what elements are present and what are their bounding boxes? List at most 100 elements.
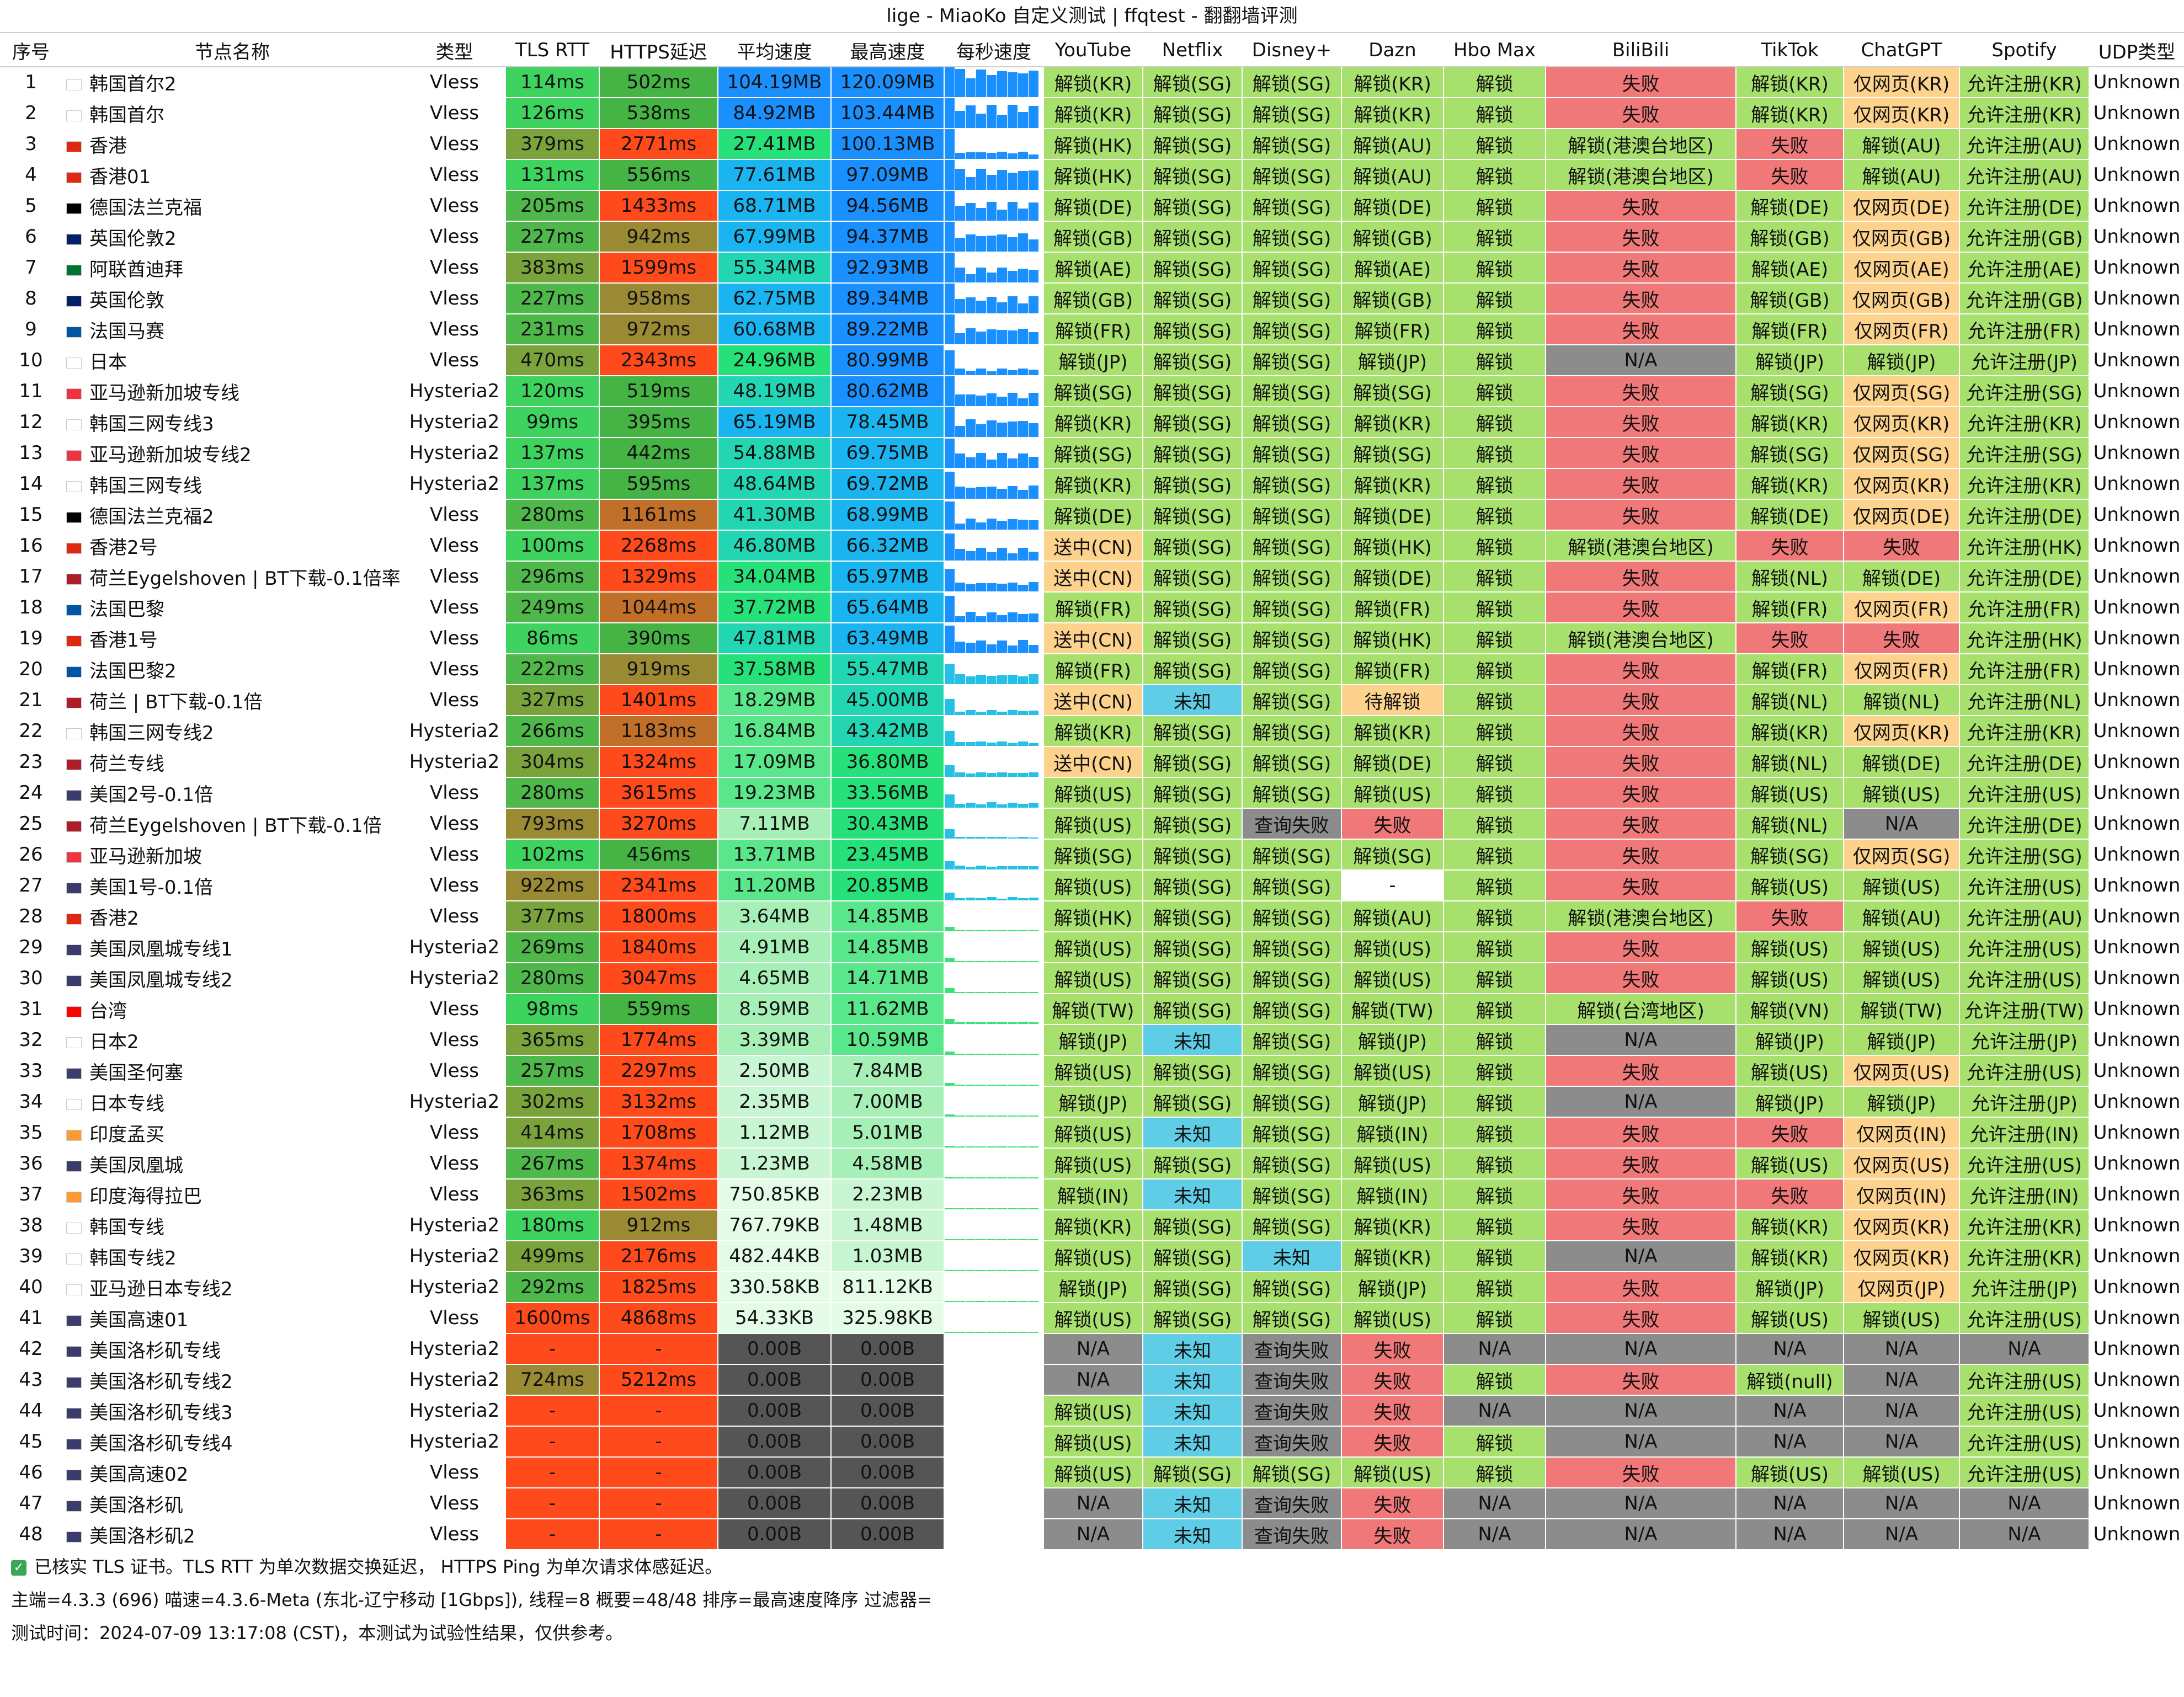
speed-bar (955, 69, 965, 97)
table-row[interactable]: 34 日本专线 Hysteria2 302ms 3132ms 2.35MB 7.00MB 解锁… (0, 1086, 2184, 1118)
flag-sg-icon (66, 450, 82, 461)
table-row[interactable]: 43 美国洛杉矶专线2 Hysteria2 724ms 5212ms 0.00B 0.00B… (0, 1364, 2184, 1396)
speed-bar (1008, 1208, 1018, 1209)
table-row[interactable]: 25 荷兰Eygelshoven | BT下载-0.1倍 Vless 793ms 327… (0, 808, 2184, 840)
youtube-status-text: 解锁(JP) (1058, 351, 1128, 373)
speed-bar (1018, 741, 1028, 745)
table-row[interactable]: 10 日本 Vless 470ms 2343ms 24.96MB 80.99MB 解锁(JP)… (0, 344, 2184, 376)
table-row[interactable]: 27 美国1号-0.1倍 Vless 922ms 2341ms 11.20MB 20.85M… (0, 869, 2184, 901)
column-header[interactable]: 序号 (0, 33, 62, 67)
table-row[interactable]: 22 韩国三网专线2 Hysteria2 266ms 1183ms 16.84MB 43.4… (0, 715, 2184, 747)
udp-type: Unknown (2089, 1024, 2184, 1056)
avg-speed: 24.96MB (717, 344, 832, 376)
table-row[interactable]: 4 香港01 Vless 131ms 556ms 77.61MB 97.09MB 解锁(HK)… (0, 159, 2184, 191)
table-row[interactable]: 32 日本2 Vless 365ms 1774ms 3.39MB 10.59MB 解锁(JP)… (0, 1024, 2184, 1056)
speed-bar (1008, 393, 1018, 405)
table-row[interactable]: 2 韩国首尔 Vless 126ms 538ms 84.92MB 103.44MB 解锁(KR… (0, 97, 2184, 129)
disney-status-text: 查询失败 (1254, 1401, 1329, 1424)
table-row[interactable]: 8 英国伦敦 Vless 227ms 958ms 62.75MB 89.34MB 解锁(GB)… (0, 282, 2184, 314)
column-header[interactable]: 最高速度 (830, 33, 945, 67)
table-row[interactable]: 16 香港2号 Vless 100ms 2268ms 46.80MB 66.32MB 送中(C… (0, 530, 2184, 562)
table-row[interactable]: 47 美国洛杉矶 Vless - -0.00B 0.00B N/A 未知 查询失败 失败 N/A N/… (0, 1487, 2184, 1519)
table-row[interactable]: 31 台湾 Vless 98ms 559ms 8.59MB 11.62MB 解锁(TW) 解锁(… (0, 993, 2184, 1025)
table-row[interactable]: 15 德国法兰克福2 Vless 280ms 1161ms 41.30MB 68.99MB 解… (0, 499, 2184, 531)
table-row[interactable]: 13 亚马逊新加坡专线2 Hysteria2 137ms 442ms 54.88MB 69.… (0, 437, 2184, 469)
node-name: 法国巴黎2 (61, 653, 404, 685)
tls-rtt-text: 499ms (520, 1245, 584, 1267)
speed-bar (1018, 520, 1028, 529)
tiktok-status-text: 解锁(JP) (1755, 1278, 1825, 1300)
table-row[interactable]: 40 亚马逊日本专线2 Hysteria2 292ms 1825ms 330.58KB 81… (0, 1271, 2184, 1303)
speed-bar (1008, 370, 1018, 375)
table-row[interactable]: 48 美国洛杉矶2 Vless - -0.00B 0.00B N/A 未知 查询失败 失败 N/A N… (0, 1518, 2184, 1550)
column-header[interactable]: 每秒速度 (944, 33, 1044, 67)
table-row[interactable]: 36 美国凤凰城 Vless 267ms 1374ms 1.23MB 4.58MB 解锁(US… (0, 1148, 2184, 1180)
table-row[interactable]: 3 香港 Vless 379ms 2771ms 27.41MB 100.13MB 解锁(HK)… (0, 128, 2184, 160)
column-header[interactable]: Netflix (1142, 33, 1243, 67)
column-header[interactable]: Hbo Max (1443, 33, 1546, 67)
speed-bar (997, 899, 1007, 900)
table-row[interactable]: 26 亚马逊新加坡 Vless 102ms 456ms 13.71MB 23.45MB 解锁(… (0, 839, 2184, 871)
table-row[interactable]: 9 法国马赛 Vless 231ms 972ms 60.68MB 89.22MB 解锁(FR)… (0, 313, 2184, 345)
table-row[interactable]: 37 印度海得拉巴 Vless 363ms 1502ms 750.85KB 2.23MB 解锁… (0, 1178, 2184, 1210)
column-header[interactable]: TikTok (1735, 33, 1844, 67)
table-row[interactable]: 19 香港1号 Vless 86ms 390ms 47.81MB 63.49MB 送中(CN)… (0, 622, 2184, 654)
table-row[interactable]: 24 美国2号-0.1倍 Vless 280ms 3615ms 19.23MB 33.56M… (0, 777, 2184, 809)
column-header[interactable]: 平均速度 (717, 33, 832, 67)
table-row[interactable]: 29 美国凤凰城专线1 Hysteria2 269ms 1840ms 4.91MB 14.8… (0, 931, 2184, 963)
table-row[interactable]: 21 荷兰 | BT下载-0.1倍 Vless 327ms 1401ms 18.29MB 4… (0, 684, 2184, 716)
hbomax-status-text: 解锁 (1475, 814, 1514, 837)
table-row[interactable]: 17 荷兰Eygelshoven | BT下载-0.1倍率 Vless 296ms 13… (0, 561, 2184, 593)
node-type: Vless (403, 252, 506, 284)
node-type: Vless (403, 808, 506, 840)
column-header[interactable]: ChatGPT (1843, 33, 1960, 67)
chatgpt-status: 解锁(AU) (1843, 900, 1960, 932)
table-row[interactable]: 23 荷兰专线 Hysteria2 304ms 1324ms 17.09MB 36.80MB… (0, 746, 2184, 778)
table-row[interactable]: 7 阿联酋迪拜 Vless 383ms 1599ms 55.34MB 92.93MB 解锁(A… (0, 252, 2184, 284)
column-header[interactable]: YouTube (1043, 33, 1143, 67)
table-row[interactable]: 41 美国高速01 Vless 1600ms 4868ms 54.33KB 325.98KB… (0, 1302, 2184, 1334)
chatgpt-status: 仅网页(SG) (1843, 437, 1960, 469)
speed-bar (966, 1270, 976, 1271)
table-row[interactable]: 45 美国洛杉矶专线4 Hysteria2- -0.00B 0.00B 解锁(US) 未知查… (0, 1426, 2184, 1458)
speed-bar (1008, 743, 1018, 745)
hbomax-status-text: 解锁 (1475, 783, 1514, 806)
disney-status-text: 解锁(SG) (1252, 1309, 1331, 1331)
hbomax-status-text: 解锁 (1475, 1309, 1514, 1331)
table-row[interactable]: 20 法国巴黎2 Vless 222ms 919ms 37.58MB 55.47MB 解锁(F… (0, 653, 2184, 685)
column-header[interactable]: 类型 (403, 33, 506, 67)
tls-rtt: 227ms (505, 221, 600, 253)
table-row[interactable]: 38 韩国专线 Hysteria2 180ms 912ms 767.79KB 1.48MB 解… (0, 1209, 2184, 1241)
column-header[interactable]: Dazn (1341, 33, 1444, 67)
table-row[interactable]: 11 亚马逊新加坡专线 Hysteria2 120ms 519ms 48.19MB 80.6… (0, 375, 2184, 407)
speed-bar (966, 584, 976, 591)
table-row[interactable]: 1 韩国首尔2 Vless 114ms 502ms 104.19MB 120.09MB 解锁(… (0, 66, 2184, 98)
table-row[interactable]: 46 美国高速02 Vless - -0.00B 0.00B 解锁(US) 解锁(SG) 解锁(… (0, 1456, 2184, 1488)
udp-type: Unknown (2089, 313, 2184, 345)
column-header[interactable]: UDP类型 (2089, 33, 2184, 67)
table-row[interactable]: 14 韩国三网专线 Hysteria2 137ms 595ms 48.64MB 69.72M… (0, 468, 2184, 500)
table-row[interactable]: 33 美国圣何塞 Vless 257ms 2297ms 2.50MB 7.84MB 解锁(US… (0, 1055, 2184, 1087)
column-header[interactable]: BiliBili (1545, 33, 1736, 67)
table-row[interactable]: 44 美国洛杉矶专线3 Hysteria2- -0.00B 0.00B 解锁(US) 未知查… (0, 1395, 2184, 1427)
table-row[interactable]: 35 印度孟买 Vless 414ms 1708ms 1.12MB 5.01MB 解锁(US)… (0, 1117, 2184, 1149)
table-row[interactable]: 18 法国巴黎 Vless 249ms 1044ms 37.72MB 65.64MB 解锁(F… (0, 591, 2184, 623)
column-header[interactable]: Spotify (1959, 33, 2090, 67)
table-row[interactable]: 30 美国凤凰城专线2 Hysteria2 280ms 3047ms 4.65MB 14.7… (0, 962, 2184, 994)
speed-bar (1008, 1239, 1018, 1240)
column-header[interactable]: TLS RTT (505, 33, 600, 67)
table-row[interactable]: 5 德国法兰克福 Vless 205ms 1433ms 68.71MB 94.56MB 解锁(… (0, 190, 2184, 222)
youtube-status: 解锁(US) (1043, 1426, 1143, 1458)
speed-bar (997, 1085, 1007, 1086)
row-index-text: 36 (19, 1152, 43, 1175)
tiktok-status-text: 解锁(NL) (1751, 567, 1828, 590)
table-row[interactable]: 39 韩国专线2 Hysteria2 499ms 2176ms 482.44KB 1.03M… (0, 1240, 2184, 1272)
column-header[interactable]: HTTPS延迟 (599, 33, 718, 67)
speed-bar (945, 472, 955, 498)
table-row[interactable]: 28 香港2 Vless 377ms 1800ms 3.64MB 14.85MB 解锁(HK)… (0, 900, 2184, 932)
table-row[interactable]: 12 韩国三网专线3 Hysteria2 99ms 395ms 65.19MB 78.45M… (0, 406, 2184, 438)
column-header[interactable]: Disney+ (1242, 33, 1342, 67)
table-row[interactable]: 42 美国洛杉矶专线 Hysteria2- -0.00B 0.00B N/A 未知 查询失败失… (0, 1333, 2184, 1365)
column-header[interactable]: 节点名称 (61, 33, 404, 67)
table-row[interactable]: 6 英国伦敦2 Vless 227ms 942ms 67.99MB 94.37MB 解锁(GB… (0, 221, 2184, 253)
